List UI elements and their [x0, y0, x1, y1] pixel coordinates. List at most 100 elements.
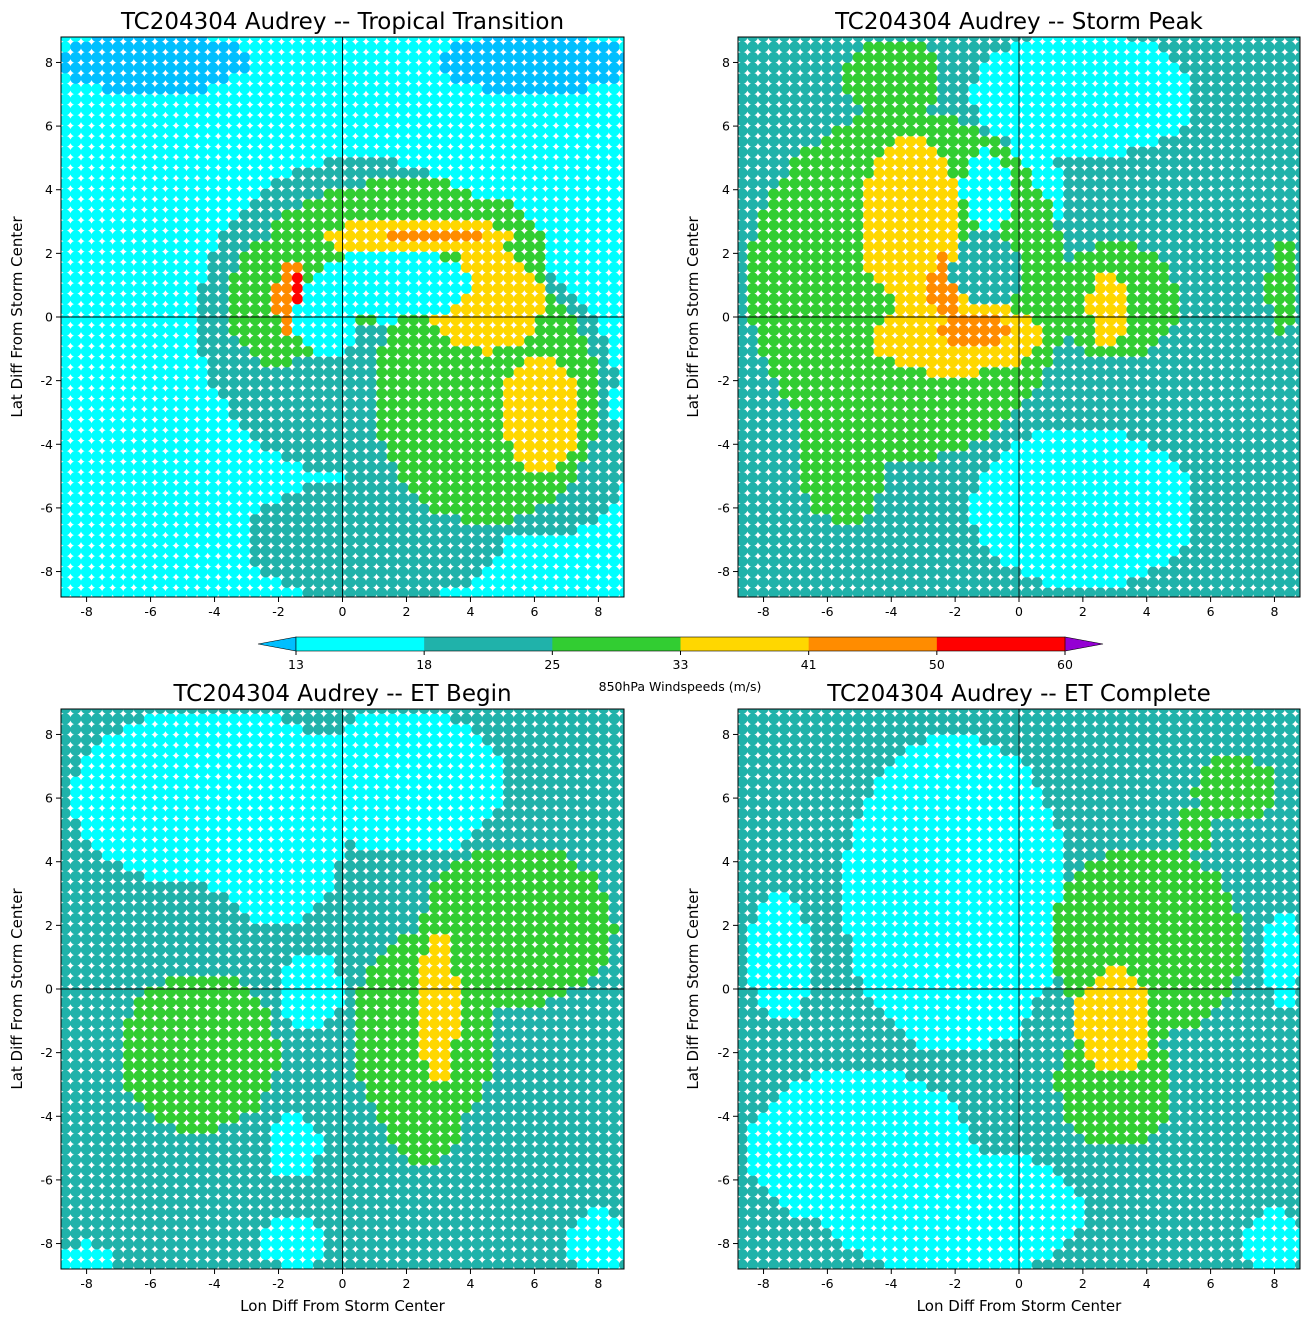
data-point [91, 534, 103, 546]
data-point [186, 534, 198, 546]
data-point [503, 387, 514, 399]
data-point [894, 356, 906, 368]
data-point [165, 51, 177, 63]
data-point [831, 587, 843, 597]
data-point [239, 209, 251, 221]
data-point [481, 293, 493, 305]
data-point [905, 62, 917, 74]
data-point [747, 398, 759, 410]
data-point [1031, 167, 1043, 179]
data-point [239, 219, 251, 231]
data-point [619, 251, 624, 263]
data-point [608, 72, 620, 84]
data-point [873, 440, 885, 452]
data-point [186, 293, 198, 305]
data-point [608, 188, 620, 200]
data-point [450, 93, 462, 105]
data-point [418, 303, 430, 315]
data-point [831, 293, 843, 305]
data-point [439, 356, 451, 368]
data-point [1021, 37, 1033, 42]
data-point [249, 303, 261, 315]
data-point [926, 240, 938, 252]
data-point [91, 419, 103, 431]
data-point [989, 450, 1001, 462]
data-point [513, 104, 525, 116]
data-point [281, 198, 293, 210]
data-point [534, 555, 546, 567]
data-point [566, 534, 578, 546]
data-point [894, 335, 906, 347]
data-point [598, 93, 609, 105]
data-point [863, 324, 875, 336]
data-point [619, 429, 624, 441]
data-point [503, 503, 514, 515]
data-point [165, 471, 177, 483]
data-point [302, 261, 314, 273]
data-point [947, 114, 959, 126]
data-point [799, 545, 811, 557]
data-point [545, 188, 557, 200]
data-point [566, 114, 578, 126]
data-point [1084, 377, 1096, 389]
data-point [186, 37, 198, 42]
data-point [915, 356, 927, 368]
data-point [70, 125, 82, 137]
data-point [810, 62, 822, 74]
data-point [598, 387, 609, 399]
data-point [608, 555, 620, 567]
data-point [989, 377, 1001, 389]
data-point [738, 293, 748, 305]
data-point [260, 345, 272, 357]
data-point [947, 104, 959, 116]
data-point [863, 377, 875, 389]
data-point [334, 272, 346, 284]
data-point [799, 198, 811, 210]
data-point [852, 555, 864, 567]
data-point [196, 387, 208, 399]
data-point [386, 93, 398, 105]
data-point [323, 440, 335, 452]
data-point [576, 576, 588, 588]
data-point [534, 135, 546, 147]
data-point [133, 324, 145, 336]
data-point [418, 51, 430, 63]
data-point [936, 188, 948, 200]
data-point [481, 345, 493, 357]
data-point [524, 41, 536, 53]
data-point [365, 461, 377, 473]
data-point [270, 83, 282, 95]
data-point [947, 534, 959, 546]
data-point [112, 62, 124, 74]
data-point [619, 293, 624, 305]
data-point [608, 146, 620, 158]
data-point [397, 429, 409, 441]
data-point [80, 240, 92, 252]
data-point [239, 188, 251, 200]
data-point [270, 587, 282, 597]
data-point [112, 156, 124, 168]
data-point [1084, 555, 1096, 567]
data-point [334, 156, 346, 168]
data-point [905, 37, 917, 42]
data-point [1010, 576, 1022, 588]
data-point [154, 177, 166, 189]
data-point [323, 209, 335, 221]
data-point [397, 251, 409, 263]
data-point [926, 177, 938, 189]
data-point [334, 209, 346, 221]
data-point [884, 377, 896, 389]
data-point [270, 429, 282, 441]
data-point [313, 492, 324, 504]
data-point [471, 440, 483, 452]
data-point [1073, 503, 1085, 515]
data-point [576, 377, 588, 389]
data-point [239, 240, 251, 252]
data-point [1042, 471, 1054, 483]
data-point [566, 377, 578, 389]
data-point [768, 93, 780, 105]
data-point [545, 366, 557, 378]
data-point [852, 314, 864, 326]
data-point [738, 387, 748, 399]
data-point [905, 366, 917, 378]
